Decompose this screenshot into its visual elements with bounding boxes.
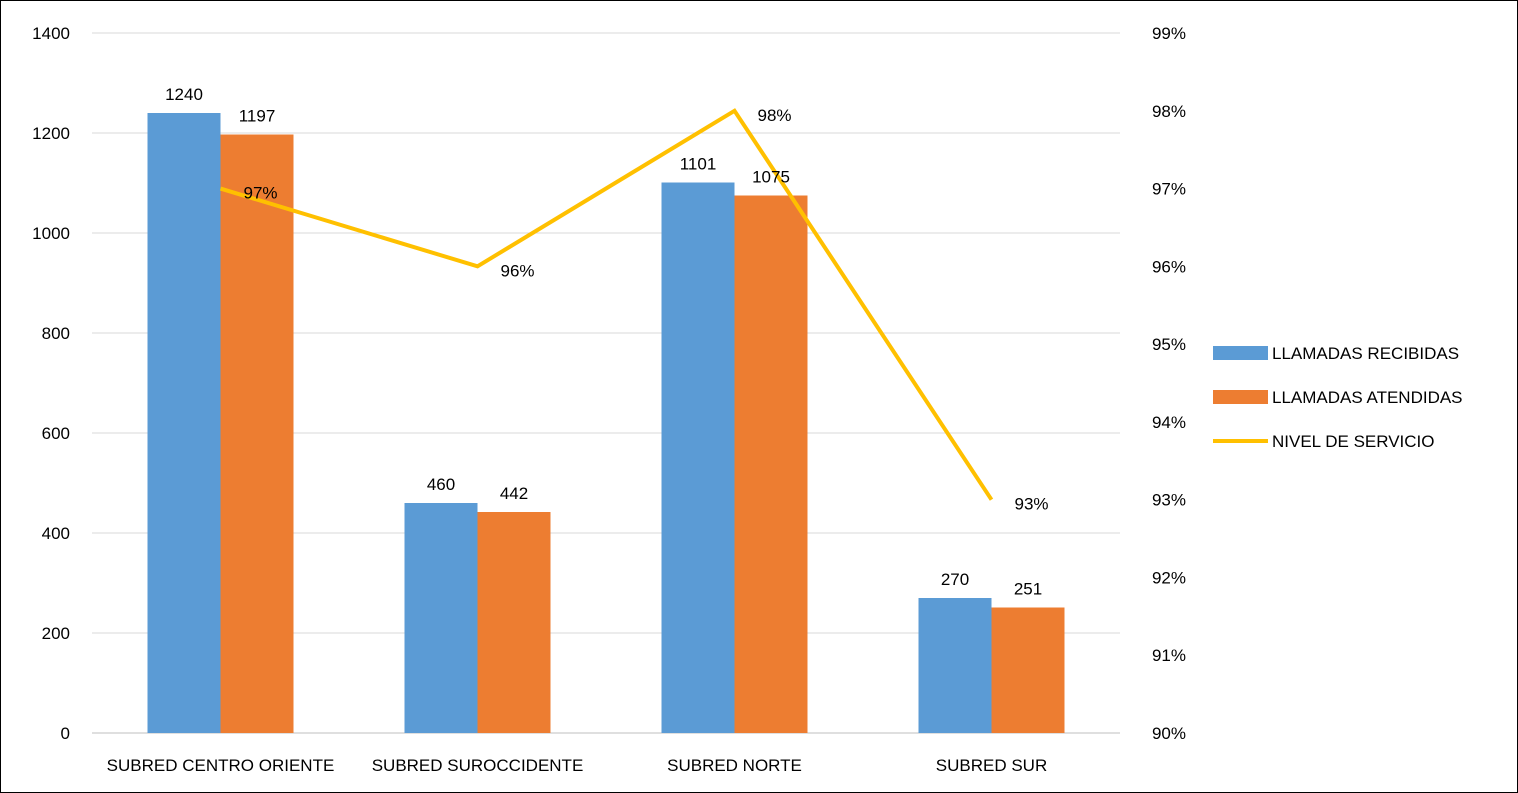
legend-swatch [1213,390,1268,404]
bar [404,503,478,733]
bar-data-label: 1101 [680,155,717,174]
line-data-label: 98% [758,106,792,125]
left-axis-tick-label: 400 [42,524,70,543]
legend-label: LLAMADAS RECIBIDAS [1272,344,1459,363]
line-data-label: 97% [244,184,278,203]
bar-data-label: 1075 [752,168,790,187]
data-labels: 1240 1197 460 442 1101 1075 270 251 97% 96% 98% 93% [165,85,1048,599]
bar-data-label: 251 [1014,580,1042,599]
line-data-label: 96% [501,261,535,280]
right-axis-ticks: 90% 91% 92% 93% 94% 95% 96% 97% 98% 99% [1152,24,1186,743]
line-series [219,108,994,501]
legend-label: NIVEL DE SERVICIO [1272,432,1435,451]
left-axis-tick-label: 1000 [32,224,70,243]
legend: LLAMADAS RECIBIDAS LLAMADAS ATENDIDAS NIVE… [1213,344,1463,451]
bar [991,607,1065,733]
right-axis-tick-label: 98% [1152,102,1186,121]
right-axis-tick-label: 92% [1152,568,1186,587]
bar [918,598,992,733]
left-axis-tick-label: 800 [42,324,70,343]
right-axis-tick-label: 96% [1152,257,1186,276]
category-label: SUBRED SUR [936,756,1047,775]
bar-data-label: 460 [427,475,455,494]
bar-data-label: 1240 [165,85,203,104]
bar [147,113,221,733]
right-axis-tick-label: 99% [1152,24,1186,43]
bars [147,113,1065,733]
right-axis-tick-label: 95% [1152,335,1186,354]
bar-data-label: 1197 [239,107,276,126]
category-label: SUBRED NORTE [667,756,802,775]
right-axis-tick-label: 90% [1152,724,1186,743]
line-data-label: 93% [1015,495,1049,514]
bar-data-label: 270 [941,570,969,589]
left-axis-tick-label: 1400 [32,24,70,43]
right-axis-tick-label: 97% [1152,180,1186,199]
left-axis-tick-label: 200 [42,624,70,643]
left-axis-tick-label: 0 [61,724,70,743]
category-label: SUBRED SUROCCIDENTE [372,756,584,775]
category-label: SUBRED CENTRO ORIENTE [107,756,335,775]
bar [734,195,808,733]
right-axis-tick-label: 94% [1152,413,1186,432]
service-level-line [219,108,994,501]
left-axis-ticks: 0 200 400 600 800 1000 1200 1400 [32,24,70,743]
legend-swatch [1213,346,1268,360]
bar [477,512,551,733]
bar [220,134,294,733]
right-axis-tick-label: 93% [1152,491,1186,510]
left-axis-tick-label: 600 [42,424,70,443]
right-axis-tick-label: 91% [1152,646,1186,665]
category-labels: SUBRED CENTRO ORIENTE SUBRED SUROCCIDENTE… [107,756,1048,775]
legend-label: LLAMADAS ATENDIDAS [1272,388,1463,407]
bar-data-label: 442 [500,484,528,503]
left-axis-tick-label: 1200 [32,124,70,143]
bar [661,182,735,733]
